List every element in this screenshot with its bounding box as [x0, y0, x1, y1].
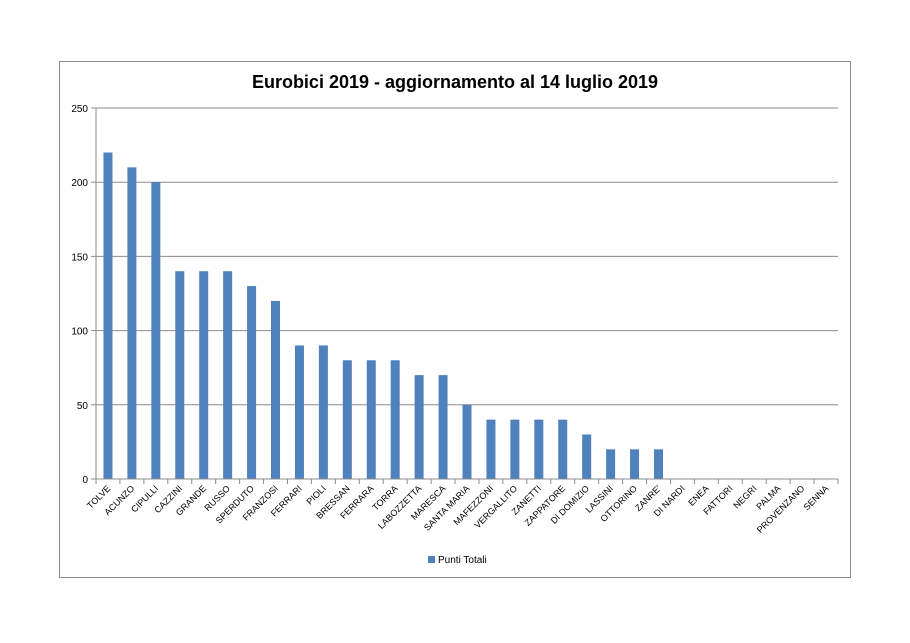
bar — [103, 152, 113, 479]
bar — [151, 182, 161, 479]
x-tick-label: SENNA — [801, 483, 830, 512]
bar — [653, 449, 663, 479]
bar — [390, 360, 400, 479]
bar — [510, 419, 520, 479]
y-tick-label: 0 — [82, 475, 88, 486]
y-tick-label: 50 — [77, 401, 89, 412]
bar — [271, 300, 281, 479]
bar — [127, 167, 137, 480]
y-tick-label: 150 — [71, 252, 88, 263]
chart-frame — [59, 61, 851, 578]
bar — [223, 271, 233, 479]
bar — [534, 419, 544, 479]
bar — [294, 345, 304, 479]
bars — [103, 152, 663, 480]
bar — [558, 419, 568, 479]
bar — [462, 404, 472, 479]
bar — [247, 286, 257, 479]
bar — [342, 360, 352, 479]
y-tick-label: 250 — [71, 104, 88, 115]
bar — [438, 375, 448, 479]
bar — [630, 449, 640, 479]
x-tick-label: NEGRI — [731, 483, 758, 510]
bar — [486, 419, 496, 479]
bar — [414, 375, 424, 479]
x-axis: TOLVEACUNZOCIPULLICAZZINIGRANDERUSSOSPER… — [85, 478, 839, 535]
legend-swatch — [428, 556, 435, 563]
y-tick-label: 200 — [71, 178, 88, 189]
bar — [582, 434, 592, 479]
legend-label: Punti Totali — [438, 555, 487, 566]
bar — [199, 271, 209, 479]
y-tick-label: 100 — [71, 327, 88, 338]
bar — [175, 271, 185, 479]
y-axis: 0 50 100 150 200 250 — [71, 104, 97, 486]
bar — [606, 449, 616, 479]
legend: Punti Totali — [428, 555, 487, 566]
chart-title: Eurobici 2019 - aggiornamento al 14 lugl… — [251, 72, 659, 92]
bar — [366, 360, 376, 479]
bar — [318, 345, 328, 479]
